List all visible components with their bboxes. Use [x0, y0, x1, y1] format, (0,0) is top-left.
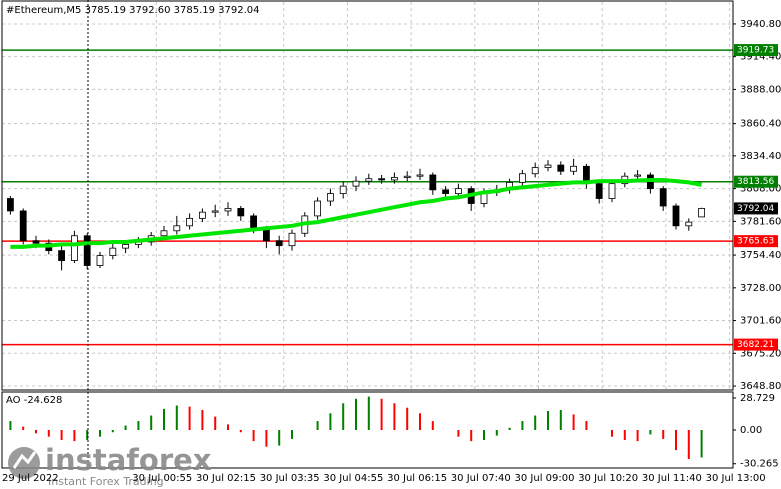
x-tick-label: 29 Jul 2022 [2, 473, 59, 484]
y-tick-label: 3834.40 [740, 151, 781, 162]
y-tick-label: 3675.20 [740, 348, 781, 359]
x-tick-label: 30 Jul 03:35 [260, 473, 320, 484]
ao-tick-label: 28.729 [740, 393, 775, 404]
level-label: 3682.21 [737, 340, 774, 350]
y-tick-label: 3888.00 [740, 84, 781, 95]
candle-body [198, 211, 206, 219]
candle-body [288, 232, 296, 247]
level-tag [734, 175, 778, 188]
candle-body [634, 174, 641, 177]
candle-body [685, 221, 693, 227]
candle-body [237, 208, 245, 217]
candle-body [454, 188, 462, 194]
candle-body [442, 189, 450, 194]
candle-body [19, 210, 27, 242]
y-tick-label: 3754.40 [740, 250, 781, 261]
candle-body [173, 225, 181, 232]
candle-body [83, 235, 91, 266]
candle-body [531, 167, 539, 175]
x-tick-label: 30 Jul 04:55 [323, 473, 383, 484]
candle-body [429, 174, 437, 191]
logo-mark [12, 451, 37, 469]
chart-title: #Ethereum,M5 3785.19 3792.60 3785.19 379… [6, 5, 260, 16]
x-tick-label: 30 Jul 00:55 [132, 473, 192, 484]
y-tick-label: 3701.60 [740, 316, 781, 327]
watermark: instaforex Instant Forex Trading [8, 443, 212, 488]
candle-body [58, 250, 65, 261]
candle-body [160, 230, 168, 237]
candle-body [390, 177, 398, 181]
brand: instaforex [45, 443, 212, 477]
candle-body [326, 193, 334, 202]
candle-body [519, 173, 526, 183]
x-tick-label: 30 Jul 06:15 [387, 473, 447, 484]
candle-body [352, 180, 360, 187]
y-tick-label: 3940.80 [740, 19, 781, 30]
level-tag [734, 338, 778, 351]
x-tick-label: 30 Jul 09:00 [515, 473, 575, 484]
candle-body [544, 164, 552, 168]
candle-body [672, 205, 680, 227]
x-tick-label: 30 Jul 13:00 [706, 473, 766, 484]
candle-body [186, 217, 194, 227]
y-tick-label: 3914.40 [740, 52, 781, 63]
y-tick-label: 3860.40 [740, 119, 781, 130]
y-tick-label: 3808.00 [740, 184, 781, 195]
level-label: 3919.73 [737, 46, 774, 56]
x-tick-label: 30 Jul 02:15 [196, 473, 256, 484]
indicator-label: AO -24.628 [6, 395, 62, 406]
x-tick-label: 30 Jul 11:40 [642, 473, 702, 484]
plot [2, 49, 733, 459]
y-tick-label: 3728.00 [740, 283, 781, 294]
price-frame [1, 0, 734, 391]
candle-body [7, 198, 14, 212]
candle-body [659, 188, 667, 207]
candle-body [608, 183, 616, 199]
x-tick-label: 30 Jul 10:20 [578, 473, 638, 484]
candle-body [32, 240, 40, 244]
candle-body [365, 178, 373, 182]
candle-body [314, 200, 322, 217]
grid [2, 2, 733, 390]
candle-body [595, 183, 603, 199]
candle-body [109, 247, 117, 256]
level-tag [734, 235, 778, 248]
x-tick-label: 30 Jul 07:40 [451, 473, 511, 484]
candle-body [96, 255, 104, 266]
candle-body [275, 240, 283, 247]
candle-body [250, 215, 258, 229]
level-tag [734, 44, 778, 57]
candle-body [570, 165, 577, 172]
y-tick-label: 3781.60 [740, 216, 781, 227]
y-tick-label: 3648.80 [740, 381, 781, 392]
candle-body [211, 210, 219, 213]
candle-body [339, 185, 347, 194]
ao-tick-label: 0.00 [740, 425, 762, 436]
candle-body [403, 175, 411, 178]
tagline: Instant Forex Trading [48, 475, 164, 488]
level-label: 3765.63 [737, 237, 774, 247]
candle-body [698, 208, 705, 218]
ao-tick-label: -30.265 [740, 459, 779, 470]
level-label: 3813.56 [737, 177, 774, 187]
candle-body [224, 208, 232, 212]
candle-body [416, 174, 424, 177]
candle-body [122, 244, 129, 249]
candle-body [378, 178, 386, 181]
moving-average [10, 177, 702, 249]
candle-body [557, 164, 565, 172]
last-price-tag [734, 202, 778, 215]
last-price-label: 3792.04 [737, 204, 774, 214]
candle-body [71, 235, 78, 261]
